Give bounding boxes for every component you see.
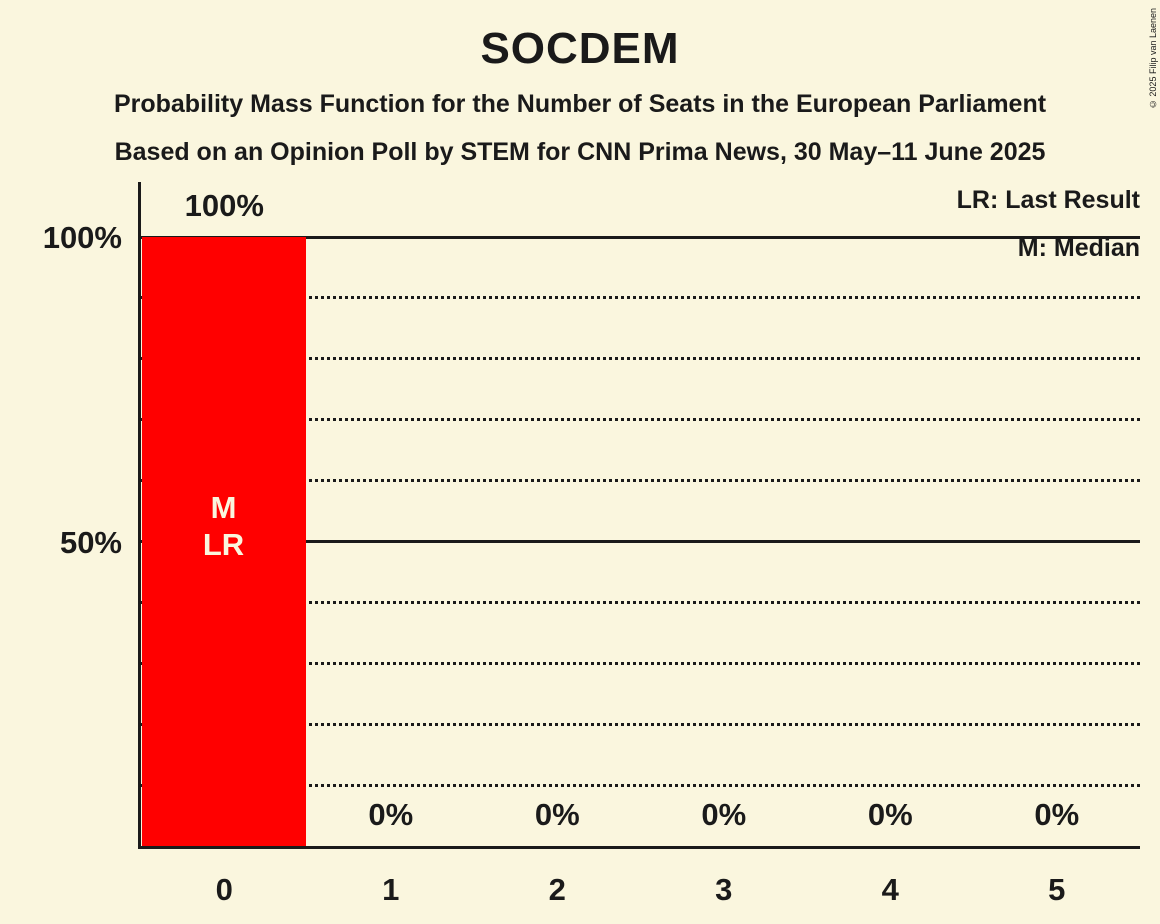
- bar-value-label-0: 100%: [184, 188, 264, 223]
- gridline-solid-50: [141, 540, 1140, 543]
- bar-value-label-2: 0%: [534, 797, 580, 832]
- y-axis-line: [138, 182, 141, 849]
- gridline-solid-100: [141, 235, 1140, 239]
- x-tick-label-1: 1: [382, 872, 400, 907]
- x-axis-line: [138, 846, 1140, 849]
- x-tick-label-2: 2: [548, 872, 566, 907]
- gridline-dotted-20: [141, 722, 1140, 726]
- bar-value-label-5: 0%: [1034, 797, 1080, 832]
- gridline-dotted-40: [141, 600, 1140, 604]
- bar-value-label-4: 0%: [867, 797, 913, 832]
- gridline-dotted-80: [141, 357, 1140, 361]
- bar-value-label-1: 0%: [368, 797, 414, 832]
- bar-value-label-3: 0%: [701, 797, 747, 832]
- legend-median: M: Median: [1017, 234, 1140, 262]
- gridline-dotted-60: [141, 479, 1140, 483]
- bar-annotation-0: M LR: [142, 489, 306, 563]
- y-axis-tick-50: 50%: [59, 525, 122, 560]
- x-tick-label-3: 3: [715, 872, 733, 907]
- gridline-dotted-90: [141, 296, 1140, 300]
- x-tick-label-0: 0: [215, 872, 233, 907]
- median-marker-label: M: [210, 490, 237, 526]
- legend-last-result: LR: Last Result: [956, 186, 1140, 214]
- x-tick-label-5: 5: [1048, 872, 1066, 907]
- chart-plot-area: M LR 100% 0% 0% 0% 0% 0%: [141, 188, 1140, 846]
- chart-title: SOCDEM: [480, 24, 680, 73]
- last-result-marker-label: LR: [202, 527, 245, 563]
- bar-seats-0: M LR: [141, 237, 306, 846]
- y-axis-tick-100: 100%: [42, 220, 122, 255]
- copyright-note: © 2025 Filip van Laenen: [1148, 8, 1158, 110]
- chart-subtitle-line2: Based on an Opinion Poll by STEM for CNN…: [114, 138, 1046, 166]
- gridline-dotted-30: [141, 661, 1140, 665]
- chart-subtitle-line1: Probability Mass Function for the Number…: [113, 90, 1047, 118]
- x-tick-label-4: 4: [881, 872, 899, 907]
- gridline-dotted-10: [141, 783, 1140, 787]
- gridline-dotted-70: [141, 418, 1140, 422]
